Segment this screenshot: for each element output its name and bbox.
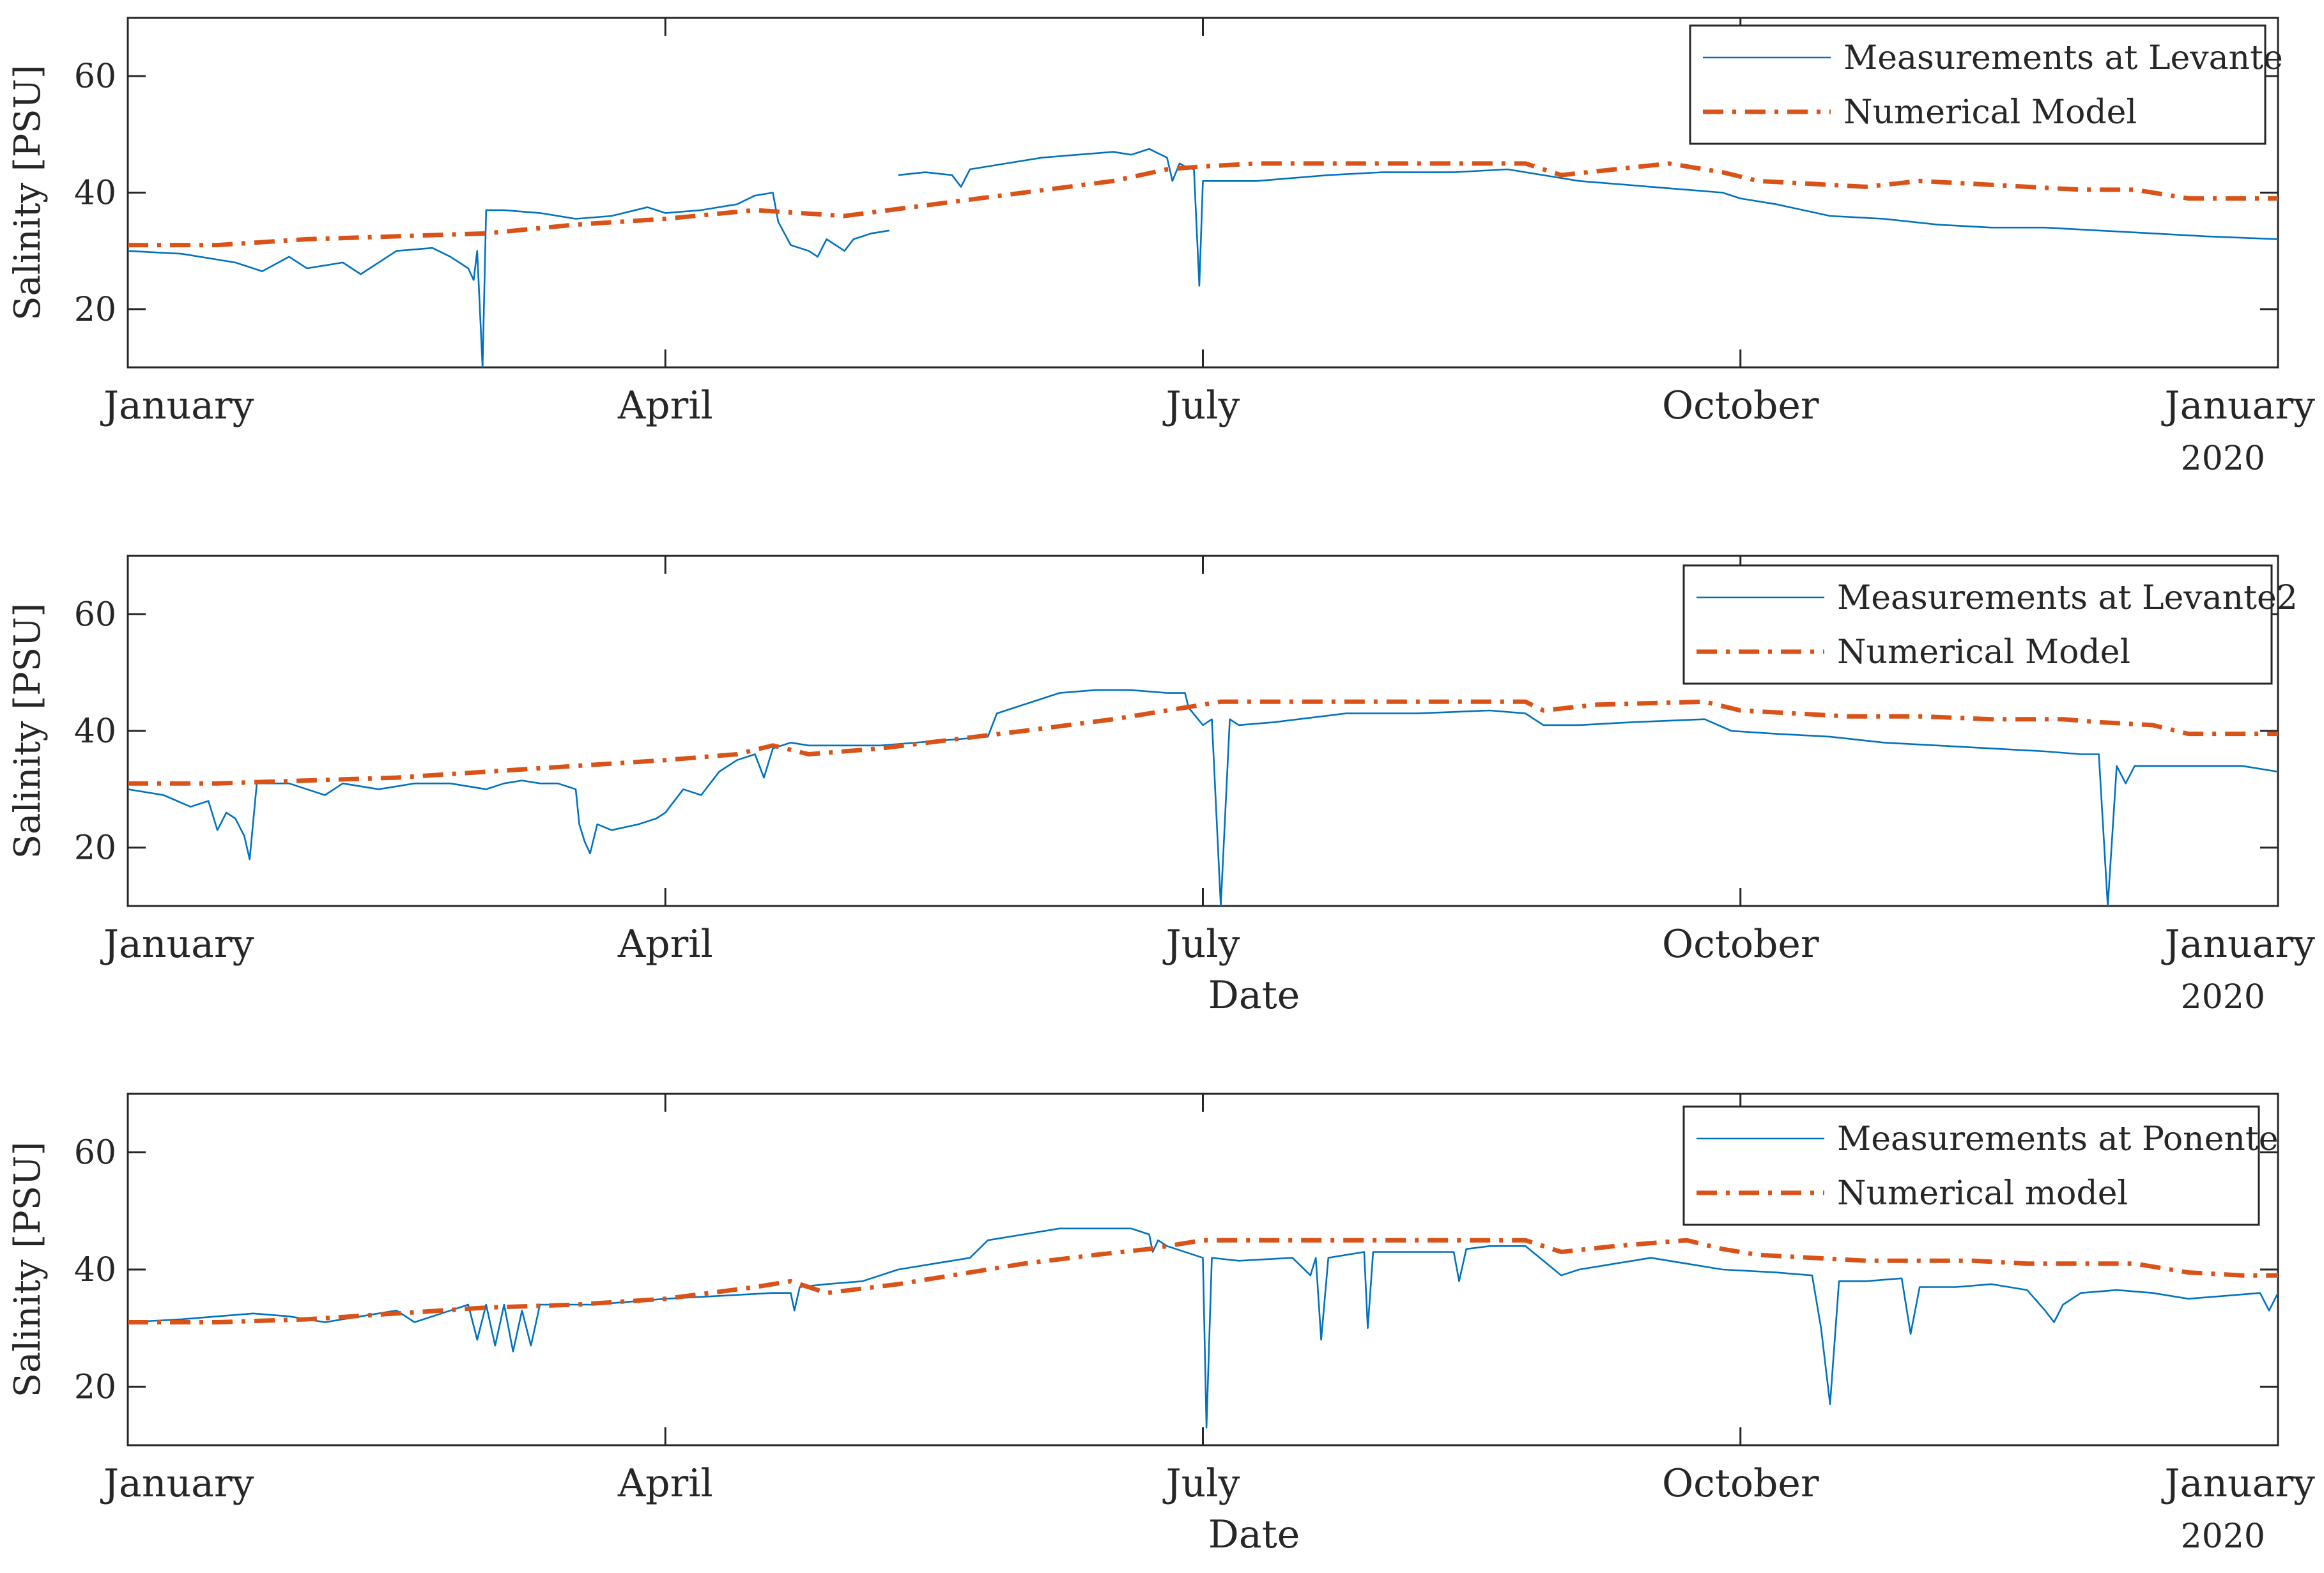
x-tick-label: January bbox=[2161, 383, 2316, 428]
y-tick-label: 60 bbox=[74, 1134, 116, 1172]
chart-panel-levante: 20 40 60 January April July October January 2020… bbox=[7, 17, 2316, 478]
y-tick-label: 20 bbox=[74, 1368, 116, 1406]
model-series-line bbox=[128, 699, 2278, 786]
x-tick-label: July bbox=[1162, 383, 1240, 428]
x-year-label: 2020 bbox=[2181, 1517, 2265, 1556]
legend-frame bbox=[1689, 24, 2266, 145]
legend-frame bbox=[1682, 1105, 2260, 1226]
y-tick-label: 40 bbox=[74, 174, 116, 213]
x-tick-label: January bbox=[100, 383, 254, 428]
chart-panel-levante2: 20 40 60 January April July October January 2020… bbox=[7, 555, 2316, 1018]
x-axis-label: Date bbox=[1208, 973, 1300, 1018]
legend-entry: Numerical model bbox=[1837, 1174, 2128, 1213]
x-tick-label: April bbox=[617, 922, 713, 967]
y-axis-label: Salinity [PSU] bbox=[7, 65, 49, 320]
x-tick-label: April bbox=[617, 1461, 713, 1506]
legend-frame bbox=[1682, 564, 2273, 685]
model-series-line bbox=[128, 1238, 2278, 1324]
measured-series-line bbox=[128, 148, 2278, 367]
y-tick-label: 40 bbox=[74, 1251, 116, 1289]
legend-entry: Numerical Model bbox=[1843, 93, 2137, 132]
x-tick-label: January bbox=[100, 922, 254, 967]
x-tick-label: January bbox=[100, 1461, 254, 1506]
legend: Measurements at Levante2 Numerical Model bbox=[1682, 564, 2298, 685]
y-tick-label: 40 bbox=[74, 712, 116, 751]
x-year-label: 2020 bbox=[2181, 440, 2265, 478]
x-tick-label: January bbox=[2161, 1461, 2316, 1506]
model-series-line bbox=[128, 161, 2278, 248]
x-tick-label: July bbox=[1162, 922, 1240, 967]
legend-entry: Measurements at Levante bbox=[1843, 39, 2283, 77]
y-tick-label: 20 bbox=[74, 829, 116, 868]
legend-entry: Numerical Model bbox=[1837, 633, 2130, 671]
legend-entry: Measurements at Ponente bbox=[1837, 1120, 2279, 1158]
x-tick-label: October bbox=[1662, 383, 1819, 428]
measured-series-line bbox=[128, 689, 2278, 906]
legend-entry: Measurements at Levante2 bbox=[1837, 579, 2298, 617]
x-tick-label: April bbox=[617, 383, 713, 428]
x-axis-label: Date bbox=[1208, 1512, 1300, 1557]
y-tick-label: 20 bbox=[74, 291, 116, 329]
y-axis-label: Salinity [PSU] bbox=[7, 603, 49, 859]
measured-series-line bbox=[128, 1227, 2278, 1429]
y-tick-label: 60 bbox=[74, 595, 116, 634]
x-year-label: 2020 bbox=[2181, 978, 2265, 1017]
x-tick-label: October bbox=[1662, 922, 1819, 967]
chart-panel-ponente: 20 40 60 January April July October January 2020… bbox=[7, 1093, 2316, 1557]
x-tick-label: October bbox=[1662, 1461, 1819, 1506]
y-axis-label: Salinity [PSU] bbox=[7, 1142, 49, 1397]
legend: Measurements at Levante Numerical Model bbox=[1689, 24, 2283, 145]
x-tick-label: January bbox=[2161, 922, 2316, 967]
legend: Measurements at Ponente Numerical model bbox=[1682, 1105, 2279, 1226]
x-tick-label: July bbox=[1162, 1461, 1240, 1506]
y-tick-label: 60 bbox=[74, 58, 116, 96]
